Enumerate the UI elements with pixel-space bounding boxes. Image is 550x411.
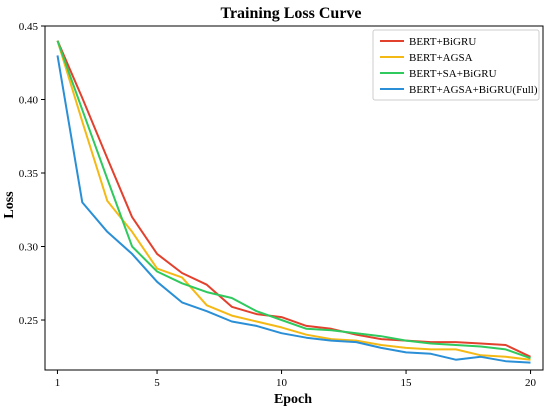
legend-entry: BERT+AGSA [409,52,473,64]
y-tick-label: 0.25 [19,315,39,327]
legend: BERT+BiGRU BERT+AGSA BERT+SA+BiGRU BERT+AGS… [372,29,540,101]
chart-title: Training Loss Curve [220,5,361,22]
legend-box [372,29,540,101]
legend-entry: BERT+AGSA+BiGRU(Full) [409,84,538,96]
x-axis-ticks: 1 5 10 15 20 [55,370,537,389]
series-lines [56,40,531,364]
x-tick-label: 20 [525,377,537,389]
x-tick-label: 1 [55,377,61,389]
series-line-2 [56,40,531,361]
x-tick-label: 5 [154,377,160,389]
series-line-3 [56,40,531,360]
y-tick-label: 0.45 [19,21,39,33]
x-axis-label: Epoch [274,392,312,407]
x-tick-label: 10 [276,377,288,389]
y-tick-label: 0.40 [19,95,39,107]
legend-entry: BERT+SA+BiGRU [409,68,497,80]
legend-entry: BERT+BiGRU [409,36,476,48]
y-tick-label: 0.35 [19,168,39,180]
y-axis-ticks: 0.25 0.30 0.35 0.40 0.45 [19,21,45,327]
plot-area [44,25,544,371]
x-tick-label: 15 [401,377,413,389]
y-tick-label: 0.30 [19,242,39,254]
series-line-1 [56,40,531,358]
series-line-4 [56,55,531,364]
y-axis-label: Loss [2,191,17,219]
